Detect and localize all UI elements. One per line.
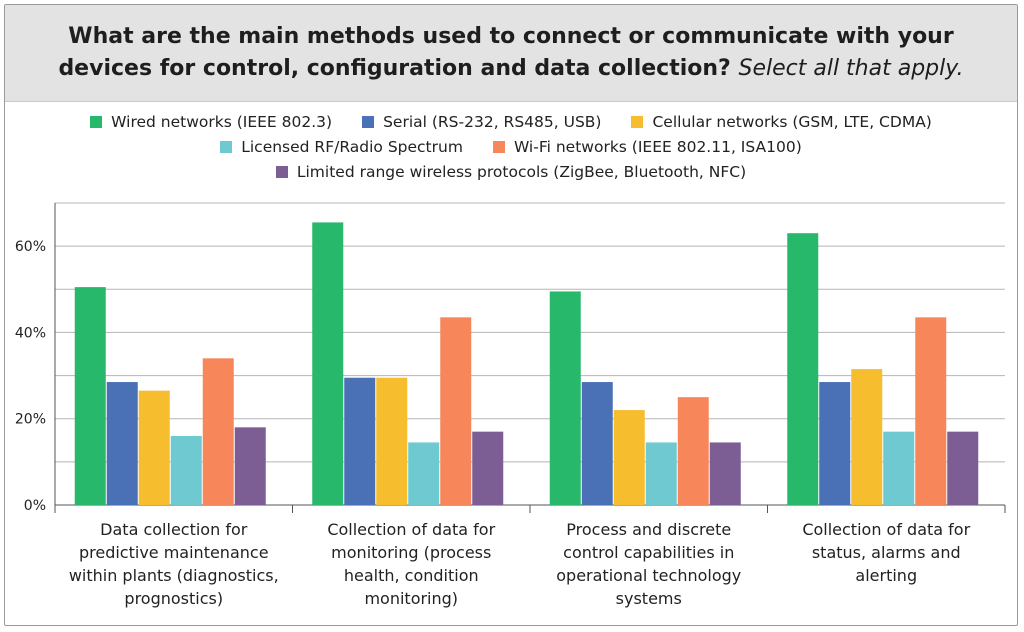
category-label: Collection of data for — [802, 520, 970, 539]
category-label: predictive maintenance — [79, 543, 269, 562]
bar-rf — [883, 431, 915, 505]
bar-wifi — [440, 317, 472, 505]
bar-limited — [947, 431, 979, 505]
bar-chart: 0% 20% 40% 60% Data collection for predictive… — [15, 202, 1006, 608]
legend-swatch-limited — [275, 165, 288, 178]
y-tick-label: 60% — [15, 239, 46, 255]
bar-serial — [106, 382, 138, 505]
category-label: monitoring) — [364, 589, 458, 608]
legend-swatch-rf — [220, 140, 233, 153]
bar-serial — [819, 382, 851, 505]
category-label: operational technology — [556, 566, 741, 585]
legend-item-serial: Serial (RS-232, RS485, USB) — [362, 113, 601, 131]
y-tick-label: 20% — [15, 412, 46, 428]
bar-wired — [74, 287, 106, 505]
bar-limited — [709, 442, 741, 505]
category-label: Data collection for — [100, 520, 248, 539]
legend-item-wired: Wired networks (IEEE 802.3) — [90, 113, 332, 131]
bar-rf — [170, 435, 202, 505]
legend-label-rf: Licensed RF/Radio Spectrum — [241, 137, 463, 156]
chart-title-text: What are the main methods used to connec… — [58, 24, 954, 81]
legend-item-rf: Licensed RF/Radio Spectrum — [220, 138, 463, 156]
category-label: control capabilities in — [563, 543, 734, 562]
category-label: monitoring (process — [331, 543, 491, 562]
bar-wired — [787, 233, 819, 505]
legend-label-serial: Serial (RS-232, RS485, USB) — [383, 112, 602, 131]
bar-limited — [234, 427, 266, 505]
legend-item-cellular: Cellular networks (GSM, LTE, CDMA) — [631, 112, 932, 131]
bar-wifi — [202, 358, 234, 505]
legend-swatch-wifi — [492, 140, 505, 153]
legend-swatch-cellular — [631, 115, 644, 128]
legend-swatch-serial — [362, 115, 375, 128]
legend-label-cellular: Cellular networks (GSM, LTE, CDMA) — [652, 112, 932, 131]
bar-wifi — [915, 317, 947, 505]
chart-header: What are the main methods used to connec… — [5, 5, 1017, 102]
bar-cellular — [613, 410, 645, 505]
y-tick-label: 0% — [24, 498, 46, 514]
category-label: health, condition — [344, 566, 479, 585]
legend-swatch-wired — [90, 115, 103, 128]
legend: Wired networks (IEEE 802.3) Serial (RS-2… — [5, 109, 1017, 184]
legend-label-limited: Limited range wireless protocols (ZigBee… — [296, 162, 747, 181]
legend-row-2: Licensed RF/Radio Spectrum Wi-Fi network… — [5, 134, 1017, 159]
legend-label-wifi: Wi-Fi networks (IEEE 802.11, ISA100) — [513, 137, 802, 156]
bar-wifi — [677, 397, 709, 505]
bar-cellular — [376, 377, 408, 505]
category-label: systems — [616, 589, 682, 608]
bar-serial — [344, 377, 376, 505]
bar-rf — [645, 442, 677, 505]
legend-label-wired: Wired networks (IEEE 802.3) — [111, 112, 333, 131]
legend-item-wifi: Wi-Fi networks (IEEE 802.11, ISA100) — [492, 137, 802, 156]
legend-row-1: Wired networks (IEEE 802.3) Serial (RS-2… — [5, 109, 1017, 134]
bar-serial — [581, 382, 613, 505]
chart-title: What are the main methods used to connec… — [5, 21, 1017, 85]
legend-row-3: Limited range wireless protocols (ZigBee… — [5, 159, 1017, 184]
bar-limited — [472, 431, 504, 505]
bar-cellular — [851, 369, 883, 505]
category-label: within plants (diagnostics, — [69, 566, 279, 585]
chart-frame: What are the main methods used to connec… — [4, 4, 1018, 626]
category-label: Process and discrete — [566, 520, 731, 539]
category-label: Collection of data for — [327, 520, 495, 539]
bar-wired — [312, 222, 344, 505]
bar-wired — [549, 291, 581, 505]
y-tick-label: 40% — [15, 325, 46, 341]
bar-cellular — [138, 390, 170, 505]
category-label: alerting — [855, 566, 917, 585]
legend-item-limited: Limited range wireless protocols (ZigBee… — [275, 162, 747, 181]
bar-rf — [408, 442, 440, 505]
category-label: status, alarms and — [812, 543, 961, 562]
chart-subtitle: Select all that apply. — [738, 56, 964, 81]
category-label: prognostics) — [124, 589, 223, 608]
